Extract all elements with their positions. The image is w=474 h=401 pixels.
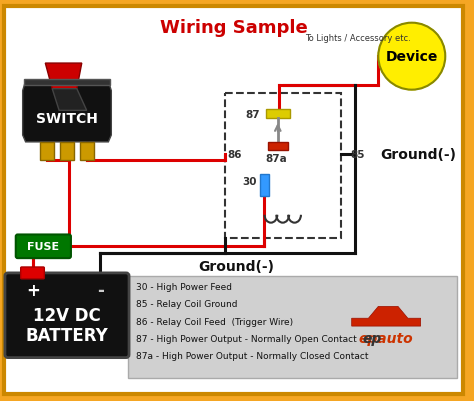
Text: 87: 87 (245, 110, 259, 120)
FancyBboxPatch shape (21, 267, 45, 279)
FancyBboxPatch shape (4, 7, 463, 394)
FancyBboxPatch shape (60, 142, 74, 160)
Text: Device: Device (385, 50, 438, 64)
Text: +: + (27, 281, 40, 299)
FancyBboxPatch shape (40, 142, 54, 160)
Polygon shape (352, 307, 420, 326)
FancyBboxPatch shape (128, 276, 457, 379)
Text: Ground(-): Ground(-) (380, 147, 456, 161)
Text: 87 - High Power Output - Normally Open Contact: 87 - High Power Output - Normally Open C… (136, 334, 357, 343)
Text: 30 - High Power Feed: 30 - High Power Feed (136, 282, 232, 292)
FancyBboxPatch shape (266, 110, 290, 119)
FancyBboxPatch shape (24, 80, 110, 85)
FancyBboxPatch shape (80, 142, 93, 160)
Text: epauto: epauto (359, 331, 413, 345)
Polygon shape (46, 64, 82, 89)
Polygon shape (52, 89, 87, 111)
Text: 85: 85 (351, 149, 365, 159)
FancyBboxPatch shape (5, 273, 129, 358)
Text: 85 - Relay Coil Ground: 85 - Relay Coil Ground (136, 300, 237, 309)
FancyBboxPatch shape (260, 175, 269, 196)
Text: BATTERY: BATTERY (26, 326, 109, 344)
Text: Ground(-): Ground(-) (199, 259, 274, 273)
Text: To Lights / Accessory etc.: To Lights / Accessory etc. (305, 34, 411, 43)
Text: FUSE: FUSE (27, 242, 59, 252)
Text: Wiring Sample: Wiring Sample (160, 19, 307, 36)
Circle shape (378, 24, 445, 91)
FancyBboxPatch shape (16, 235, 71, 259)
Text: -: - (97, 281, 104, 299)
Bar (225, 93, 341, 239)
Text: 86: 86 (227, 149, 242, 159)
Text: 87a: 87a (265, 153, 287, 163)
FancyBboxPatch shape (268, 142, 288, 150)
Text: 86 - Relay Coil Feed  (Trigger Wire): 86 - Relay Coil Feed (Trigger Wire) (136, 317, 293, 326)
Polygon shape (23, 81, 111, 142)
Text: ep: ep (363, 331, 382, 345)
Text: 30: 30 (242, 177, 256, 187)
Text: SWITCH: SWITCH (36, 112, 98, 126)
Text: 12V DC: 12V DC (33, 306, 101, 324)
Text: 87a - High Power Output - Normally Closed Contact: 87a - High Power Output - Normally Close… (136, 351, 368, 360)
